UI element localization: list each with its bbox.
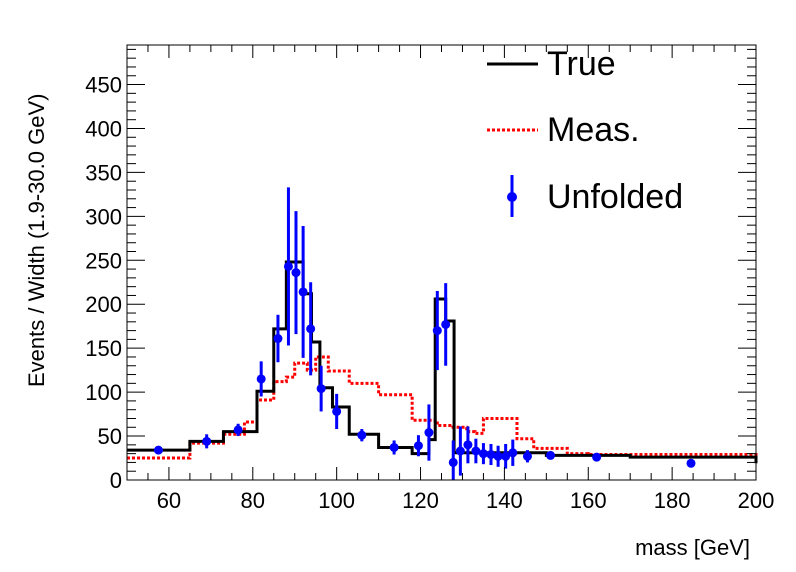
unfolded-point (389, 442, 399, 452)
y-tick-label: 300 (85, 204, 122, 229)
unfolded-point (153, 445, 163, 455)
unfolded-point (686, 458, 696, 468)
legend-label: Meas. (547, 111, 640, 149)
unfolded-point (455, 446, 465, 456)
meas-series-line (127, 355, 758, 460)
x-tick-label: 200 (738, 488, 775, 513)
x-tick-label: 160 (570, 488, 607, 513)
unfolded-point (273, 334, 283, 344)
unfolded-point (291, 268, 301, 278)
y-tick-label: 100 (85, 380, 122, 405)
unfolded-point (508, 448, 518, 458)
unfolded-point (432, 326, 442, 336)
y-tick-label: 50 (98, 424, 122, 449)
unfolded-point (233, 425, 243, 435)
plot-frame (126, 44, 757, 481)
unfolded-point (424, 428, 434, 438)
legend: True Meas. Unfolded (487, 45, 683, 217)
x-tick-label: 60 (157, 488, 181, 513)
unfolded-point (522, 451, 532, 461)
y-tick-label: 400 (85, 116, 122, 141)
x-axis-label: mass [GeV] (635, 535, 750, 560)
y-tick-label: 350 (85, 160, 122, 185)
unfolded-point (448, 457, 458, 467)
plot-data-layer (127, 187, 758, 480)
axis-ticks (126, 45, 757, 481)
legend-unfolded-marker (507, 192, 517, 202)
x-tick-label: 120 (402, 488, 439, 513)
x-tick-label: 140 (486, 488, 523, 513)
unfolded-point (202, 436, 212, 446)
x-tick-label: 100 (318, 488, 355, 513)
legend-label: True (547, 45, 616, 83)
y-axis-label: Events / Width (1.9-30.0 GeV) (24, 94, 49, 387)
y-tick-label: 450 (85, 73, 122, 98)
axis-tick-labels: 60 80 100 120 140 160 180 200 0 50 100 150 200 250 300… (85, 73, 774, 513)
unfolded-point (486, 450, 496, 460)
y-tick-label: 150 (85, 336, 122, 361)
unfolded-point (592, 452, 602, 462)
x-tick-label: 80 (241, 488, 265, 513)
unfolded-point (357, 430, 367, 440)
y-tick-label: 0 (110, 468, 122, 493)
unfolded-point (501, 451, 511, 461)
unfolded-point (283, 261, 293, 271)
x-tick-label: 180 (654, 488, 691, 513)
unfolded-point (478, 449, 488, 459)
unfolded-point (306, 324, 316, 334)
unfolded-point (463, 440, 473, 450)
unfolded-point (546, 450, 556, 460)
unfolded-point (413, 441, 423, 451)
unfolded-point (316, 384, 326, 394)
true-series-line (127, 260, 758, 464)
unfolded-point (256, 374, 266, 384)
unfolded-point (471, 446, 481, 456)
y-tick-label: 200 (85, 292, 122, 317)
y-tick-label: 250 (85, 248, 122, 273)
unfolded-point (441, 319, 451, 329)
unfolded-point (332, 406, 342, 416)
unfolded-point (298, 287, 308, 297)
legend-label: Unfolded (547, 178, 683, 216)
unfolded-point (493, 451, 503, 461)
